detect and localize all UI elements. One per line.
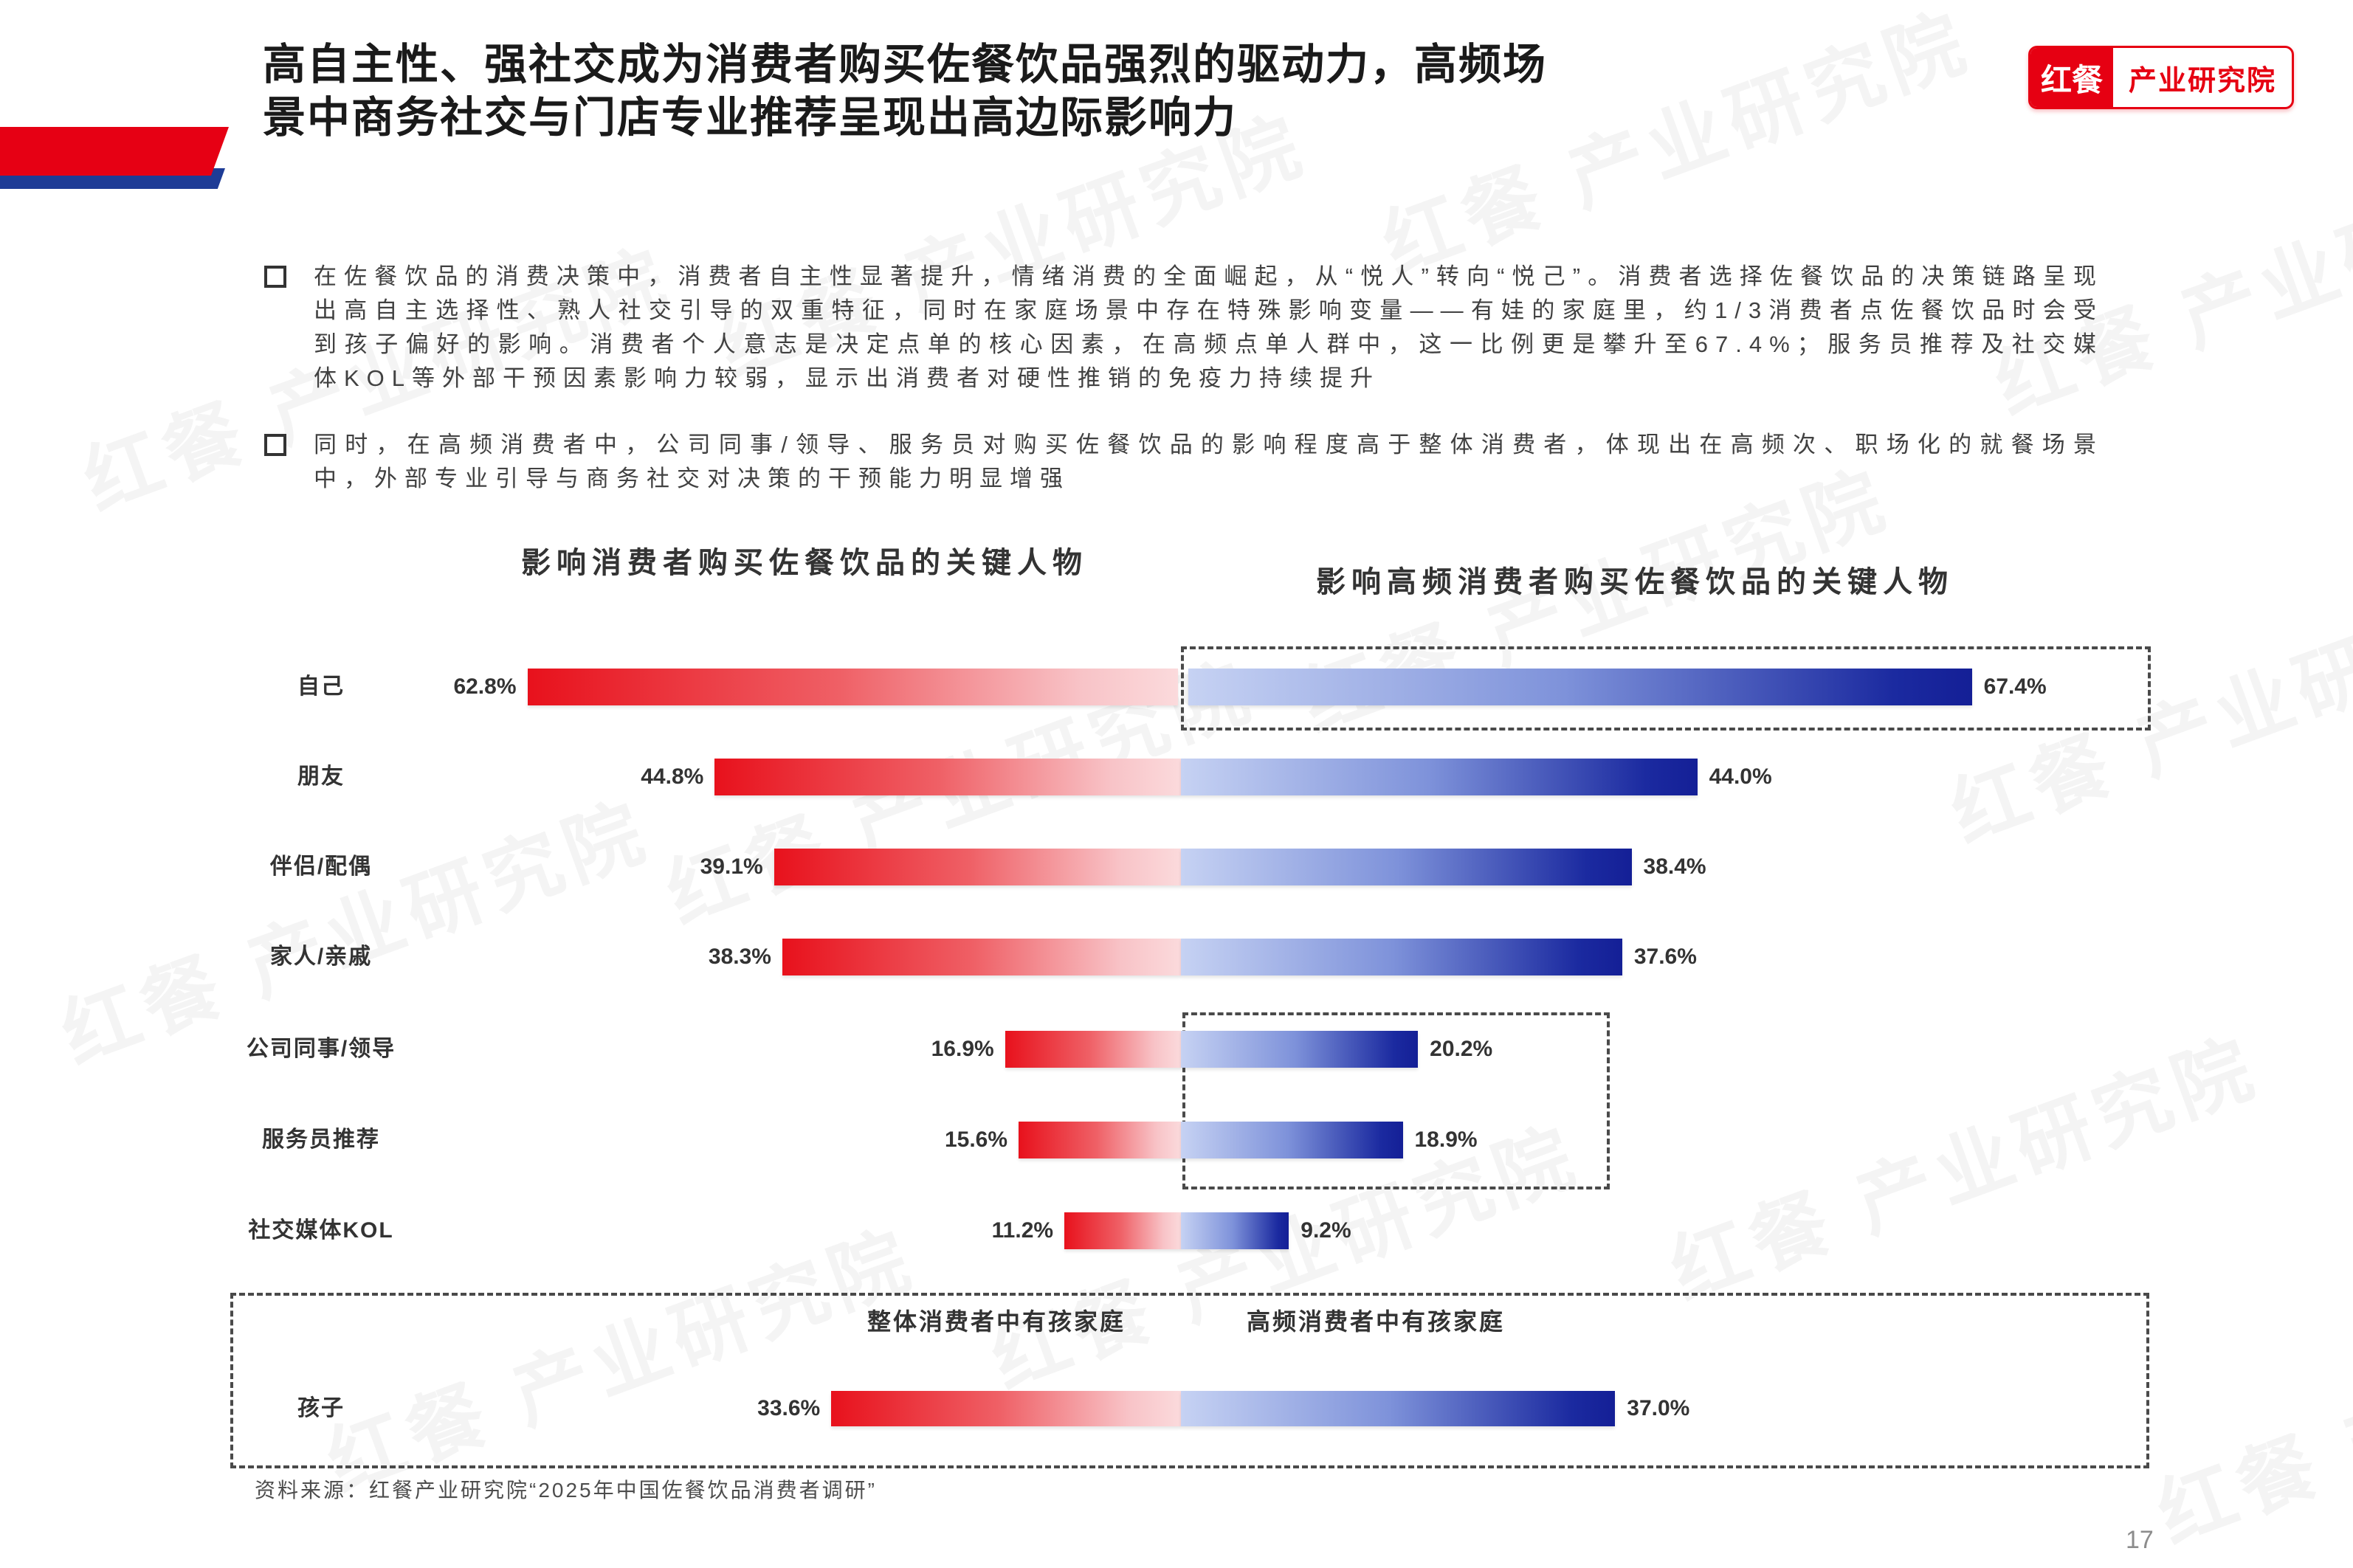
left-bar [714,759,1181,795]
category-label: 孩子 [297,1396,345,1420]
category-label: 社交媒体KOL [248,1218,394,1243]
right-bar [1181,939,1622,975]
category-label: 公司同事/领导 [246,1037,396,1061]
left-bar [774,849,1181,885]
page-number: 17 [2126,1526,2154,1554]
left-bar [831,1391,1181,1426]
bullet-square-icon [264,434,286,456]
child-section-header-left: 整体消费者中有孩家庭 [867,1308,1126,1335]
category-label: 伴侣/配偶 [269,854,373,879]
right-bar [1181,1122,1403,1158]
page-title-line2: 景中商务社交与门店专业推荐呈现出高边际影响力 [263,94,1238,142]
left-bar [1019,1122,1181,1158]
highlight-box-child-section [230,1293,2149,1468]
right-value-label: 20.2% [1430,1037,1493,1061]
left-value-label: 62.8% [453,674,517,699]
category-label: 家人/亲戚 [269,944,373,969]
right-bar [1181,1031,1419,1068]
right-bar [1181,1212,1289,1249]
chart-title-left: 影响消费者购买佐餐饮品的关键人物 [521,547,1088,579]
category-label: 朋友 [297,764,345,789]
right-value-label: 38.4% [1643,854,1706,879]
child-section-header-right: 高频消费者中有孩家庭 [1246,1308,1505,1335]
logo-org-name: 产业研究院 [2128,65,2276,97]
left-bar [1005,1031,1181,1068]
hongcan-logo: 红餐 产业研究院 [2028,46,2294,109]
right-bar [1181,1391,1616,1426]
right-bar [1188,669,1972,705]
right-bar [1181,759,1698,795]
left-bar [1064,1212,1181,1249]
left-value-label: 15.6% [944,1127,1008,1152]
left-value-label: 44.8% [641,764,704,789]
category-label: 服务员推荐 [262,1127,380,1152]
left-value-label: 11.2% [991,1218,1054,1243]
left-value-label: 38.3% [708,944,771,969]
right-value-label: 67.4% [1983,674,2047,699]
bullet-square-icon [264,266,286,288]
left-value-label: 16.9% [931,1037,994,1061]
right-bar [1181,849,1632,885]
category-label: 自己 [297,674,345,699]
left-value-label: 33.6% [757,1396,821,1420]
page-title: 高自主性、强社交成为消费者购买佐餐饮品强烈的驱动力，高频场 景中商务社交与门店专… [263,38,2108,145]
right-value-label: 37.0% [1627,1396,1690,1420]
highlight-box-self-highfreq [1181,646,2151,731]
left-bar [527,669,1178,705]
page-title-line1: 高自主性、强社交成为消费者购买佐餐饮品强烈的驱动力，高频场 [263,41,1548,89]
right-value-label: 44.0% [1709,764,1772,789]
right-value-label: 37.6% [1633,944,1697,969]
logo-brand-mark: 红餐 [2030,48,2113,107]
left-bar [782,939,1181,975]
highlight-box-colleague-waiter [1182,1012,1610,1189]
bullet-2-text: 同时，在高频消费者中，公司同事/领导、服务员对购买佐餐饮品的影响程度高于整体消费… [314,432,2104,491]
source-note: 资料来源：红餐产业研究院“2025年中国佐餐饮品消费者调研” [255,1479,877,1502]
bullet-1-text: 在佐餐饮品的消费决策中，消费者自主性显著提升，情绪消费的全面崛起，从“悦人”转向… [314,263,2104,391]
chart-title-right: 影响高频消费者购买佐餐饮品的关键人物 [1316,566,1954,598]
left-value-label: 39.1% [700,854,763,879]
right-value-label: 18.9% [1414,1127,1478,1152]
right-value-label: 9.2% [1300,1218,1351,1243]
